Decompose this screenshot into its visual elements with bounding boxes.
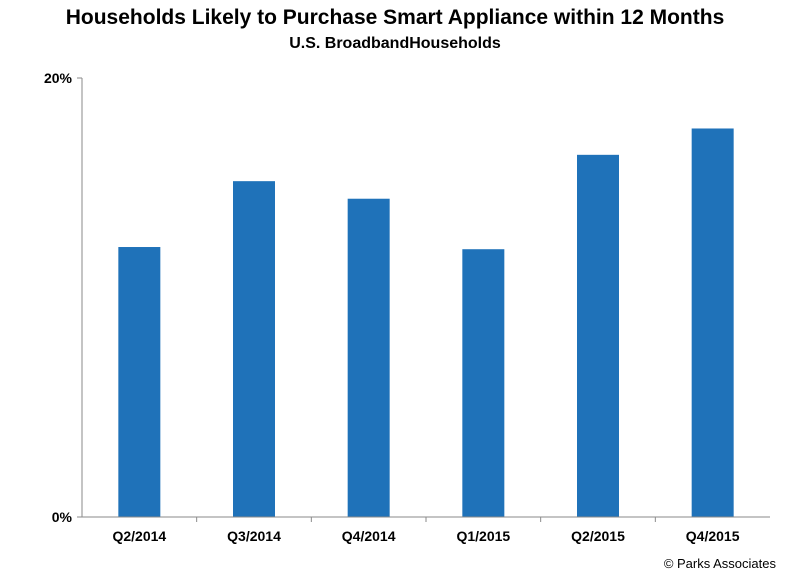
bar-Q2-2015 <box>577 154 619 517</box>
x-tick-label: Q3/2014 <box>227 528 281 544</box>
bar-Q3-2014 <box>233 181 275 518</box>
source-credit: © Parks Associates <box>663 556 776 571</box>
x-tick-label: Q1/2015 <box>456 528 510 544</box>
chart-title: Households Likely to Purchase Smart Appl… <box>65 6 725 29</box>
bar-Q4-2015 <box>691 128 734 518</box>
x-tick-label: Q2/2015 <box>571 528 625 544</box>
y-ticks-group: 0% 20% <box>44 70 82 525</box>
bar-Q4-2014 <box>347 198 390 517</box>
x-tick-label: Q2/2014 <box>112 528 166 544</box>
bar-Q2-2014 <box>118 247 161 517</box>
bar-Q1-2015 <box>462 249 505 517</box>
bars-group <box>118 128 734 518</box>
chart-subtitle: U.S. BroadbandHouseholds <box>289 35 501 52</box>
x-tick-label: Q4/2015 <box>686 528 740 544</box>
x-tick-label: Q4/2014 <box>342 528 396 544</box>
x-ticks-group: Q2/2014 Q3/2014 Q4/2014 Q1/2015 Q2/2015 Q4/20… <box>112 517 740 544</box>
y-tick-label: 20% <box>44 70 73 86</box>
y-tick-label: 0% <box>52 509 73 525</box>
